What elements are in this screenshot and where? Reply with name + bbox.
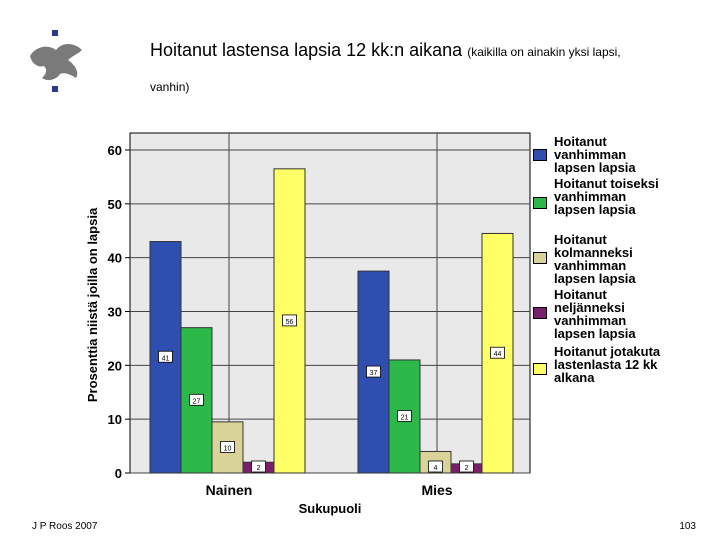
legend-label: Hoitanut jotakuta lastenlasta 12 kk alka…	[554, 344, 661, 385]
footer-author: J P Roos 2007	[32, 521, 98, 532]
data-label: 21	[401, 414, 409, 421]
data-label-box	[459, 460, 474, 473]
legend-item: Hoitanut kolmanneksi vanhimman lapsen la…	[530, 233, 662, 285]
y-tick-label: 10	[108, 412, 122, 427]
legend-swatch	[533, 252, 547, 264]
legend-item: Hoitanut neljänneksi vanhimman lapsen la…	[530, 288, 662, 340]
university-logo	[30, 30, 82, 92]
data-label: 44	[494, 351, 502, 358]
logo-square	[52, 86, 58, 92]
y-tick-label: 60	[108, 143, 122, 158]
y-tick-label: 20	[108, 358, 122, 373]
data-label-box	[251, 460, 266, 473]
legend-item: Hoitanut jotakuta lastenlasta 12 kk alka…	[530, 345, 662, 384]
legend-label: Hoitanut kolmanneksi vanhimman lapsen la…	[554, 232, 636, 286]
data-label: 37	[370, 370, 378, 377]
x-tick-label: Mies	[421, 482, 452, 498]
data-label-box	[397, 410, 412, 422]
logo-square	[52, 30, 58, 36]
data-label-box	[282, 314, 297, 327]
title-continuation: vanhin)	[150, 80, 190, 94]
legend-swatch	[533, 197, 547, 209]
y-axis-title: Prosenttia niistä joilla on lapsia	[85, 207, 100, 402]
data-label-box	[366, 365, 381, 378]
legend-item: Hoitanut vanhimman lapsen lapsia	[530, 135, 662, 174]
data-label-box	[158, 350, 173, 363]
data-label-box	[220, 441, 235, 453]
y-tick-label: 40	[108, 251, 122, 266]
page-number: 103	[679, 521, 696, 532]
logo-lion	[30, 44, 82, 81]
legend-swatch	[533, 363, 547, 375]
data-label: 2	[465, 465, 469, 472]
legend-swatch	[533, 307, 547, 319]
y-tick-label: 50	[108, 197, 122, 212]
title-parenthetical: (kaikilla on ainakin yksi lapsi,	[467, 45, 621, 59]
data-label-box	[490, 346, 505, 359]
legend-swatch	[533, 149, 547, 161]
legend-label: Hoitanut neljänneksi vanhimman lapsen la…	[554, 287, 636, 341]
title-main: Hoitanut lastensa lapsia 12 kk:n aikana	[150, 40, 463, 60]
x-tick-label: Nainen	[206, 482, 253, 498]
legend-label: Hoitanut toiseksi vanhimman lapsen lapsi…	[554, 176, 659, 217]
data-label-box	[428, 460, 443, 473]
data-label: 56	[286, 319, 294, 326]
data-label: 41	[162, 355, 170, 362]
data-label: 27	[193, 398, 201, 405]
legend-item: Hoitanut toiseksi vanhimman lapsen lapsi…	[530, 177, 662, 216]
x-axis-title: Sukupuoli	[299, 501, 362, 516]
y-tick-label: 30	[108, 305, 122, 320]
data-label: 2	[257, 465, 261, 472]
data-label: 10	[224, 445, 232, 452]
legend-label: Hoitanut vanhimman lapsen lapsia	[554, 134, 636, 175]
data-label-box	[189, 393, 204, 406]
data-label: 4	[434, 465, 438, 472]
slide-title: Hoitanut lastensa lapsia 12 kk:n aikana …	[150, 40, 621, 61]
y-tick-label: 0	[115, 466, 122, 481]
